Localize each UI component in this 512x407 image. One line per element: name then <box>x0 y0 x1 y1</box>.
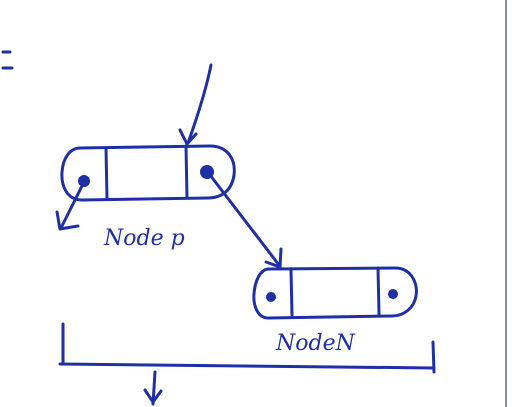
node-p-label: Node p <box>103 226 185 251</box>
down-arrow <box>143 370 163 406</box>
node-p <box>60 144 236 202</box>
node-n <box>252 266 418 320</box>
bottom-bracket <box>58 322 436 374</box>
node-p-left-pointer <box>55 184 84 231</box>
next-pointer-arrow <box>208 173 283 269</box>
node-n-label: NodeN <box>275 331 356 356</box>
incoming-pointer-arrow <box>178 63 213 146</box>
margin-mark <box>1 50 14 70</box>
